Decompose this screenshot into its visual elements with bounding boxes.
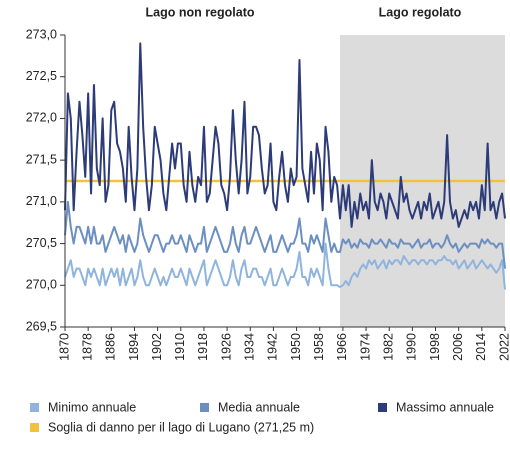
x-tick-label: 1878 [80, 333, 94, 361]
x-tick-label: 1950 [289, 333, 303, 361]
legend-label: Minimo annuale [48, 400, 136, 414]
annotation: Lago non regolato [145, 5, 254, 19]
annotation: Lago regolato [379, 5, 462, 19]
y-tick-label: 272,5 [26, 69, 57, 83]
x-tick-label: 2022 [497, 333, 510, 361]
y-tick-label: 269,5 [26, 319, 57, 333]
x-tick-label: 1974 [358, 333, 372, 361]
y-tick-label: 271,5 [26, 152, 57, 166]
legend-swatch [378, 403, 387, 412]
y-tick-label: 270,5 [26, 236, 57, 250]
series-line [64, 42, 506, 228]
legend-swatch [30, 403, 39, 412]
x-tick-label: 1998 [428, 333, 442, 361]
x-tick-label: 1918 [196, 333, 210, 361]
series-line [64, 242, 506, 290]
legend-label: Massimo annuale [396, 400, 494, 414]
x-tick-label: 1894 [127, 333, 141, 361]
y-tick-label: 272,0 [26, 111, 57, 125]
legend-label: Media annuale [218, 400, 300, 414]
x-tick-label: 1958 [312, 333, 326, 361]
x-tick-label: 1926 [219, 333, 233, 361]
x-tick-label: 1870 [57, 333, 71, 361]
x-tick-label: 1902 [150, 333, 164, 361]
x-tick-label: 1886 [104, 333, 118, 361]
x-tick-label: 1982 [382, 333, 396, 361]
legend-swatch [200, 403, 209, 412]
series-line [64, 200, 506, 269]
x-tick-label: 2006 [451, 333, 465, 361]
x-tick-label: 1942 [266, 333, 280, 361]
legend-swatch [30, 423, 39, 432]
y-tick-label: 271,0 [26, 194, 57, 208]
x-tick-label: 2014 [474, 333, 488, 361]
x-tick-label: 1990 [405, 333, 419, 361]
x-tick-label: 1910 [173, 333, 187, 361]
x-tick-label: 1966 [335, 333, 349, 361]
y-tick-label: 270,0 [26, 278, 57, 292]
legend-label: Soglia di danno per il lago di Lugano (2… [48, 420, 314, 434]
y-tick-label: 273,0 [26, 27, 57, 41]
x-tick-label: 1934 [243, 333, 257, 361]
